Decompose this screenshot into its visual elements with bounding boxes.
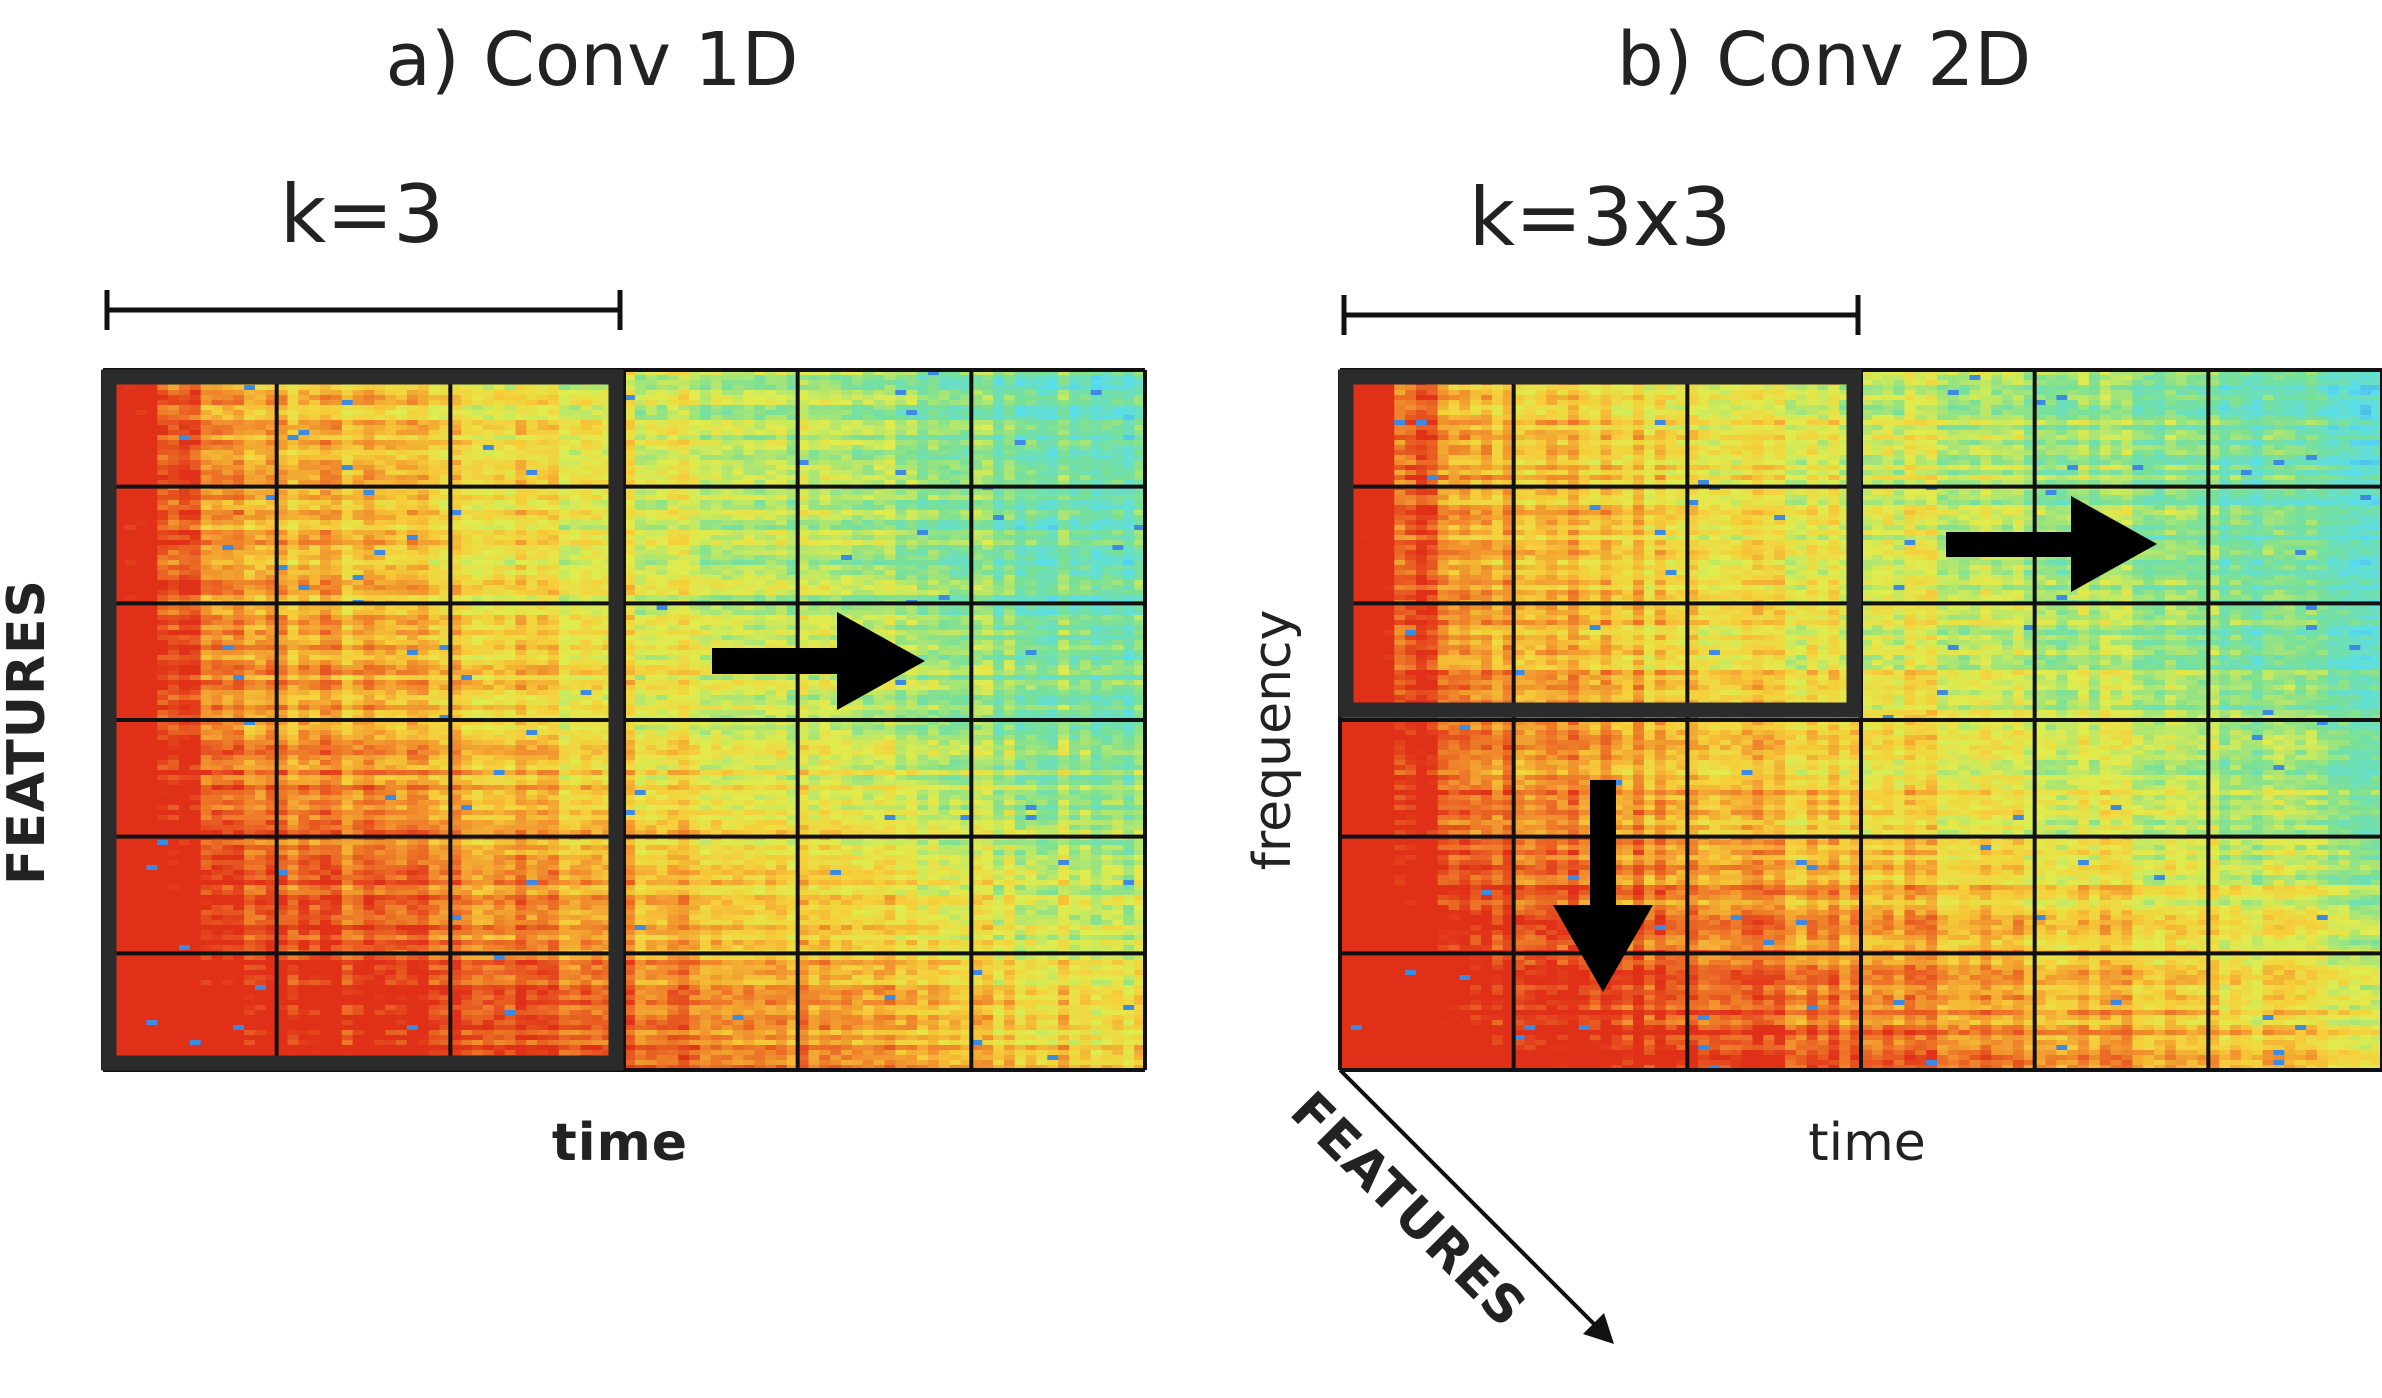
slide-right-arrow (1946, 496, 2157, 592)
kernel-width-bracket (104, 290, 623, 330)
kernel-size-label: k=3x3 (1469, 171, 1732, 264)
slide-down-arrow (1553, 780, 1653, 992)
panel-title: b) Conv 2D (1617, 17, 2032, 103)
y-axis-label: frequency (1243, 610, 1303, 871)
kernel-window (101, 369, 624, 1071)
spectrogram (103, 370, 1145, 1070)
x-axis-label: time (1808, 1113, 1925, 1173)
panel-conv1d: a) Conv 1D k=3 time FEATURES (0, 17, 1147, 1173)
depth-axis-label: FEATURES (1279, 1081, 1538, 1340)
panel-conv2d: b) Conv 2D k=3x3 time frequency FEATURES (1243, 17, 2382, 1344)
slide-right-arrow (712, 612, 925, 710)
kernel-width-bracket (1341, 295, 1861, 335)
y-axis-label: FEATURES (0, 579, 57, 885)
grid-lines (101, 368, 1147, 1072)
kernel-size-label: k=3 (280, 168, 444, 261)
x-axis-label: time (552, 1113, 688, 1173)
depth-axis-arrow (1338, 1068, 1614, 1344)
panel-title: a) Conv 1D (386, 17, 799, 103)
kernel-window (1338, 369, 1862, 718)
